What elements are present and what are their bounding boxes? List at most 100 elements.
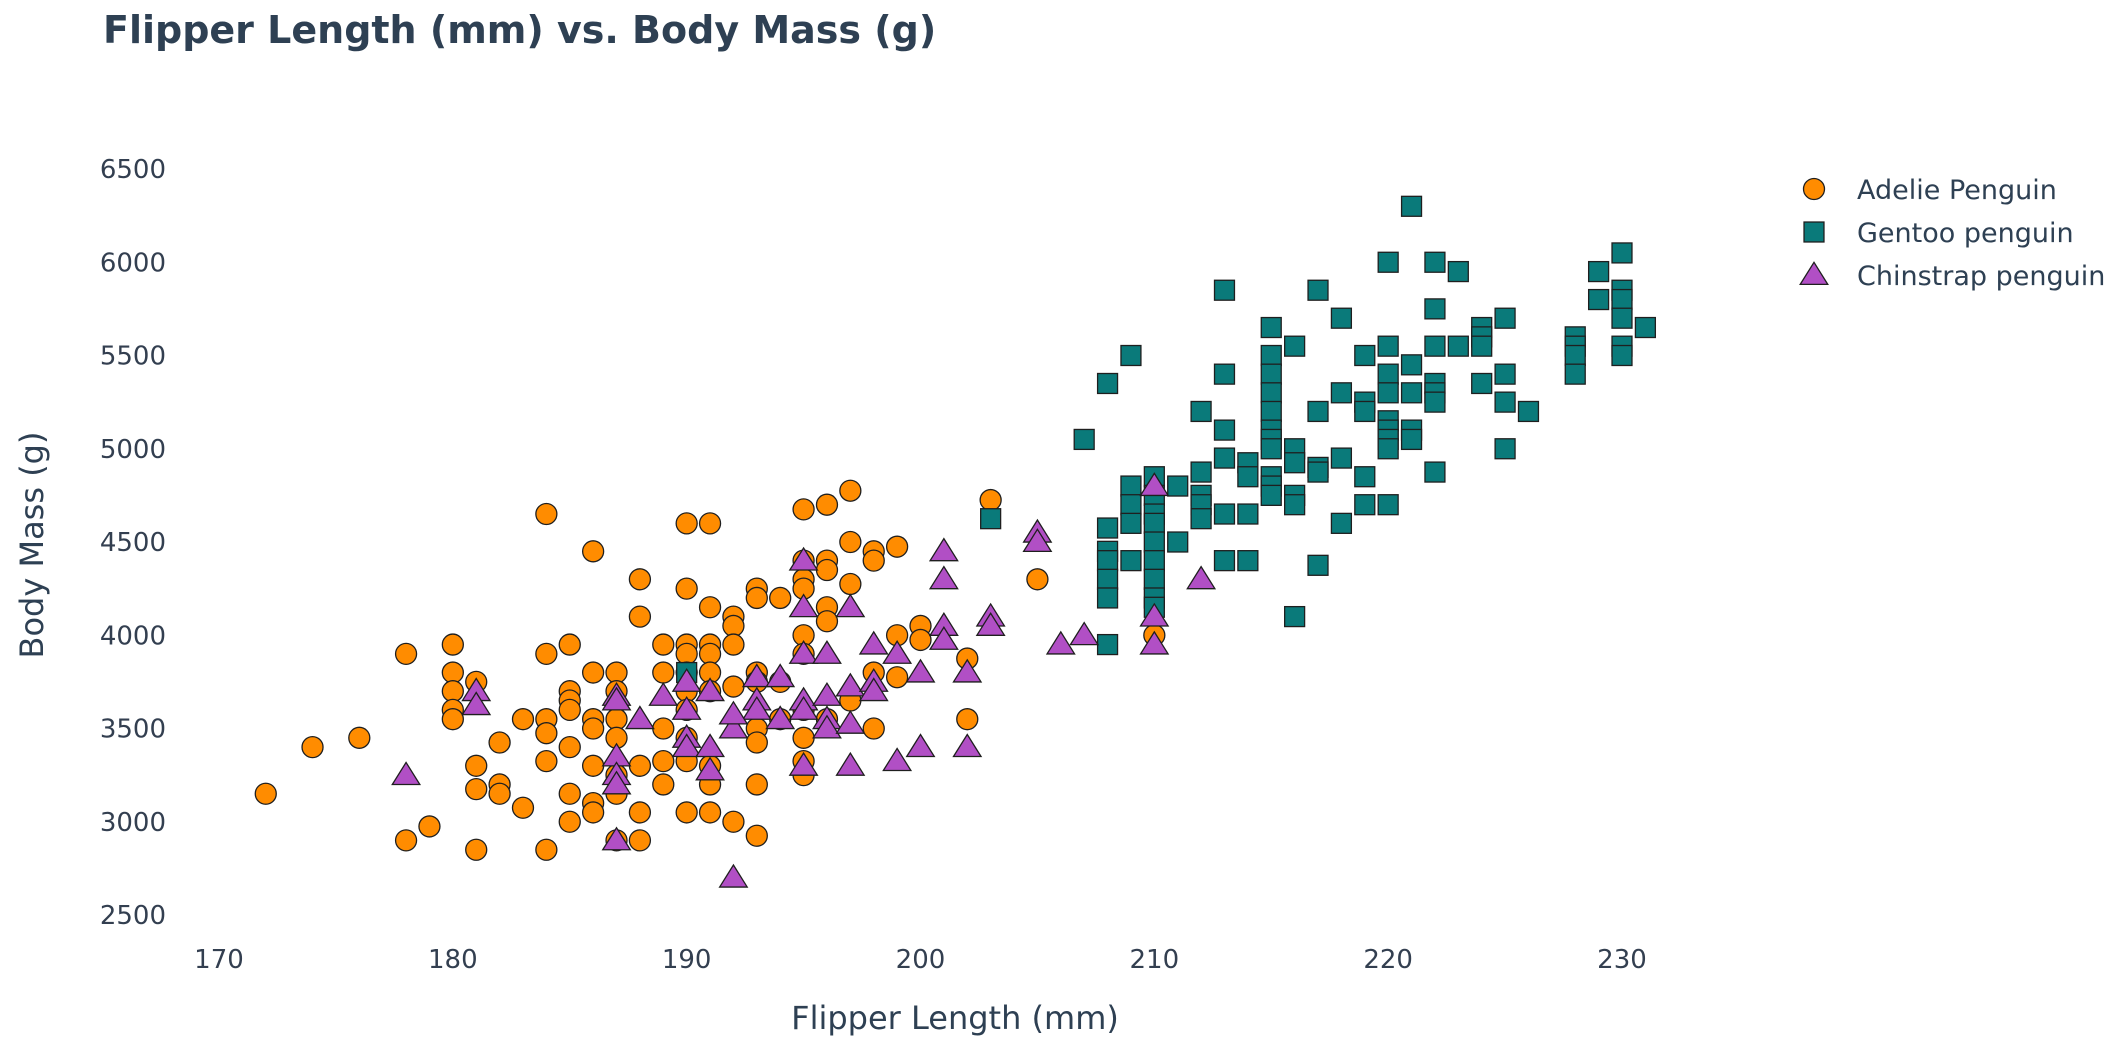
data-point	[628, 605, 652, 628]
data-point	[535, 642, 558, 666]
data-point	[648, 681, 679, 706]
x-tick-label: 180	[428, 945, 478, 975]
data-point	[835, 709, 866, 734]
data-point	[1190, 461, 1212, 483]
y-tick-label: 4500	[100, 528, 166, 558]
legend-marker	[1803, 221, 1825, 243]
data-point	[1186, 565, 1217, 590]
data-point	[722, 633, 745, 656]
y-tick-label: 6000	[100, 248, 166, 278]
data-point	[928, 565, 959, 590]
data-point	[1307, 279, 1329, 301]
data-point	[1069, 621, 1100, 646]
x-tick-label: 190	[662, 945, 712, 975]
data-point	[1143, 531, 1165, 553]
data-point	[348, 726, 371, 749]
y-tick-label: 5500	[100, 342, 166, 372]
legend-item[interactable]: Adelie Penguin	[1802, 175, 2057, 206]
data-point	[581, 754, 605, 777]
data-point	[956, 708, 979, 731]
data-point	[652, 633, 675, 656]
x-axis-title: Flipper Length (mm)	[791, 999, 1119, 1037]
data-point	[741, 663, 772, 688]
data-point	[1330, 512, 1353, 534]
data-point	[441, 708, 464, 731]
x-tick-label: 200	[896, 945, 946, 975]
y-tick-label: 5000	[100, 435, 166, 465]
chart-title: Flipper Length (mm) vs. Body Mass (g)	[103, 8, 936, 52]
data-point	[511, 796, 535, 819]
data-point	[535, 838, 558, 861]
data-point	[765, 705, 796, 730]
data-point	[1143, 550, 1165, 572]
data-point	[792, 498, 815, 521]
data-point	[1307, 461, 1329, 483]
data-point	[1424, 251, 1446, 273]
data-point	[1213, 447, 1236, 469]
legend-marker	[1802, 177, 1826, 201]
data-point	[1213, 550, 1236, 572]
data-point	[1330, 307, 1353, 329]
data-point	[601, 770, 632, 795]
data-point	[695, 677, 726, 702]
data-point	[1354, 494, 1376, 516]
data-point	[301, 736, 324, 759]
data-point	[952, 658, 983, 683]
data-point	[1377, 363, 1399, 385]
y-tick-label: 6500	[100, 155, 166, 185]
legend[interactable]: Adelie Penguin Gentoo penguin Chinstrap pe…	[1799, 175, 2105, 292]
data-point	[1284, 452, 1306, 474]
data-point	[975, 612, 1006, 636]
data-point	[1471, 372, 1493, 395]
data-point	[558, 810, 581, 833]
data-point	[1611, 307, 1633, 329]
data-point	[745, 586, 768, 610]
data-point	[769, 586, 792, 610]
data-point	[1494, 307, 1516, 329]
data-point	[718, 863, 749, 888]
y-axis-title: Body Mass (g)	[13, 432, 51, 659]
data-point	[1167, 475, 1189, 497]
data-point	[722, 810, 745, 833]
data-point	[488, 782, 511, 805]
data-point	[1354, 466, 1376, 488]
data-point	[1377, 251, 1399, 273]
data-point	[511, 708, 535, 731]
data-point	[1611, 242, 1633, 264]
data-point	[839, 530, 862, 554]
data-point	[1096, 372, 1119, 395]
data-point	[1611, 344, 1633, 367]
legend-item[interactable]: Gentoo penguin	[1803, 218, 2074, 249]
legend-label: Chinstrap penguin	[1857, 261, 2105, 292]
data-point	[1073, 428, 1095, 451]
legend-item[interactable]: Chinstrap penguin	[1799, 261, 2105, 292]
data-point	[1611, 288, 1633, 311]
data-point	[718, 714, 749, 739]
data-point	[788, 593, 819, 618]
data-point	[652, 717, 675, 740]
data-point	[465, 777, 488, 801]
y-axis-ticks: 2500 3000 3500 4000 4500 5000 5500 6000 6500	[100, 155, 166, 931]
data-point	[1260, 400, 1282, 423]
data-point	[1045, 630, 1076, 655]
data-point	[1213, 279, 1236, 301]
data-point	[815, 493, 839, 516]
data-point	[1587, 288, 1610, 311]
data-point	[1400, 428, 1423, 451]
data-point	[1307, 554, 1329, 576]
data-point	[1494, 391, 1516, 413]
data-point	[1139, 472, 1170, 497]
data-point	[488, 731, 511, 754]
data-point	[652, 749, 675, 773]
data-point	[1400, 354, 1423, 376]
data-point	[1139, 602, 1170, 627]
data-point	[441, 633, 464, 656]
data-point	[1447, 335, 1469, 357]
series-gentoo-penguin	[676, 195, 1657, 684]
data-point	[745, 731, 768, 754]
data-point	[1096, 517, 1119, 539]
data-point	[722, 614, 745, 638]
data-point	[391, 761, 422, 786]
data-point	[1377, 494, 1399, 516]
data-point	[1284, 494, 1306, 516]
